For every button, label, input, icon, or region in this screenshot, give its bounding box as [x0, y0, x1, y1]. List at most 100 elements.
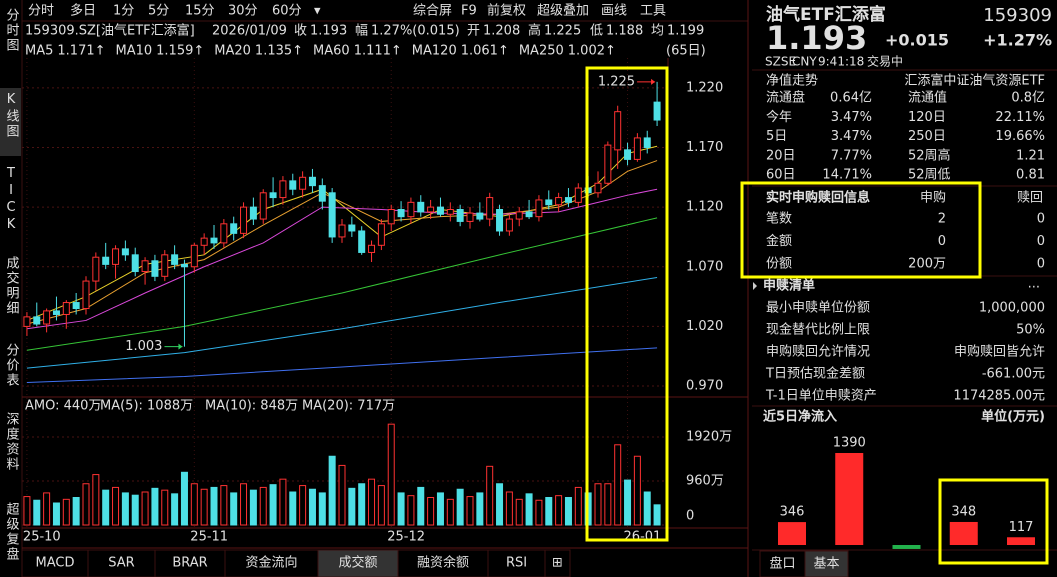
sidebar-tab[interactable]: 分价表 [4, 343, 20, 388]
toolbar-button[interactable]: 分时 [28, 4, 54, 19]
candle-body [505, 218, 513, 232]
more-button[interactable]: ... [1028, 277, 1040, 292]
indicator-tab[interactable]: ⊞ [552, 556, 563, 571]
nav-label: 净值走势 [766, 73, 818, 89]
date: 2026/01/09 [212, 24, 287, 39]
toolbar-button[interactable]: 5分 [148, 4, 169, 19]
volume-bar [171, 493, 179, 526]
sidebar-tab[interactable]: 分时图 [4, 8, 20, 53]
stat-value: 7.77% [831, 148, 872, 163]
indicator-tab[interactable]: 融资余额 [417, 555, 469, 571]
sidebar-tab[interactable]: 深度资料 [4, 412, 20, 472]
candle-body [476, 212, 484, 220]
price: 1.193 [766, 19, 867, 57]
volume-bar [348, 487, 356, 526]
indicator-tab[interactable]: RSI [506, 556, 527, 571]
annotation: 1.003 [125, 339, 162, 354]
toolbar-button[interactable]: 15分 [185, 4, 215, 19]
candle-body [594, 182, 602, 194]
candle-body [33, 316, 41, 325]
indicator-tab[interactable]: 成交额 [338, 555, 377, 571]
candle-body [82, 280, 90, 310]
stat-value: 0.81 [1016, 168, 1045, 183]
candle-body [43, 310, 51, 325]
candle-body [427, 206, 435, 213]
candle-body [397, 209, 405, 218]
candle-body [318, 185, 326, 202]
info-label: 高 [528, 23, 541, 39]
candle-body [151, 260, 159, 277]
sidebar-tab[interactable]: TICK [4, 166, 19, 234]
toolbar-button[interactable]: ▾ [314, 4, 321, 19]
candle-body [269, 192, 277, 199]
stat-value: 19.66% [995, 129, 1045, 144]
highlight-box [740, 181, 982, 279]
ma-line [26, 217, 658, 351]
toolbar-button[interactable]: 画线 [601, 4, 627, 19]
candle-body [535, 199, 543, 218]
volume-bar [180, 471, 188, 526]
candle-body [171, 254, 179, 265]
tab-bg [87, 549, 156, 577]
volume-bar [476, 492, 484, 526]
candle-body [486, 197, 494, 220]
candle-body [545, 199, 553, 206]
candle-body [653, 101, 661, 121]
row-value: 0 [1037, 234, 1045, 249]
indicator-tab[interactable]: 资金流向 [245, 555, 297, 571]
candle-body [62, 302, 70, 315]
volume-bar [141, 491, 149, 526]
toolbar-button[interactable]: F9 [461, 4, 477, 19]
volume-bar [436, 492, 444, 526]
toolbar-button[interactable]: 30分 [228, 4, 258, 19]
y-tick-label: 0.970 [686, 379, 723, 394]
sidebar-tab[interactable]: 成交明细 [4, 256, 20, 316]
volume-bar [112, 486, 120, 526]
panel-tab[interactable]: 基本 [813, 557, 839, 572]
y-tick-label: 1.220 [686, 80, 723, 95]
inflow-bar [892, 545, 921, 549]
toolbar-button[interactable]: 60分 [272, 4, 302, 19]
toolbar-button[interactable]: 综合屏 [413, 4, 452, 19]
toolbar-button[interactable]: 超级叠加 [537, 4, 589, 19]
ma-name: MA10 [116, 44, 153, 59]
indicator-tab[interactable]: BRAR [172, 556, 207, 571]
volume-bar [151, 487, 159, 526]
sidebar-tab[interactable]: 超级复盘 [4, 502, 20, 562]
toolbar-button[interactable]: 前复权 [487, 3, 526, 19]
annotation-arrow [178, 343, 183, 350]
panel-tab[interactable]: 盘口 [769, 556, 795, 572]
info-value: 1.27%(0.015) [371, 24, 460, 39]
candle-body [52, 310, 60, 315]
volume-bar [387, 423, 395, 526]
candle-body [604, 144, 612, 184]
volume-bar [249, 489, 257, 526]
volume-bar [269, 484, 277, 526]
indicator-tab[interactable]: SAR [108, 556, 134, 571]
row-value: 0 [1037, 212, 1045, 227]
stat-label: 250日 [908, 129, 946, 144]
row-label: T日预估现金差额 [765, 366, 865, 382]
toolbar-button[interactable]: 多日 [70, 3, 96, 19]
stat-value: 0.8亿 [1011, 91, 1045, 106]
candle-body [515, 211, 523, 220]
volume-bar [161, 489, 169, 526]
row-value: 1174285.00元 [953, 389, 1045, 404]
section-title[interactable]: 申赎清单 [763, 278, 815, 294]
candle-body [456, 209, 464, 222]
tab-bg [224, 549, 319, 577]
candle-body [466, 212, 474, 222]
chart-title: 近5日净流入 [763, 409, 837, 425]
change: +0.015 [885, 31, 949, 50]
highlight-box [938, 478, 1049, 565]
volume-bar [555, 495, 563, 526]
toolbar-button[interactable]: 1分 [113, 4, 134, 19]
indicator-tab[interactable]: MACD [36, 556, 75, 571]
volume-bar [614, 444, 622, 526]
sidebar-tab[interactable]: K线图 [4, 92, 20, 139]
highlight-box [585, 66, 669, 542]
value-label: 346 [780, 505, 805, 520]
row-label: 申购赎回允许情况 [766, 344, 870, 360]
toolbar-button[interactable]: 工具 [640, 4, 666, 19]
